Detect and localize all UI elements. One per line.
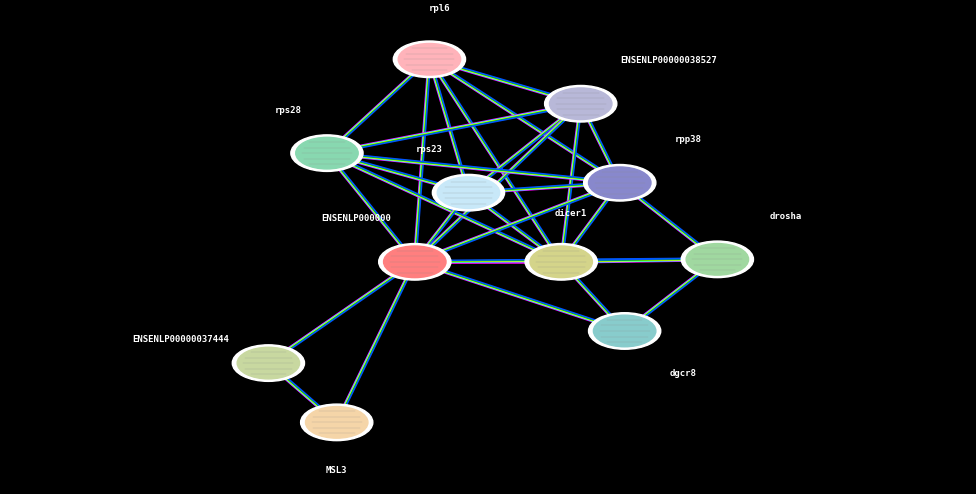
- Circle shape: [379, 244, 451, 280]
- Circle shape: [237, 347, 300, 379]
- Circle shape: [398, 43, 461, 75]
- Circle shape: [393, 41, 466, 78]
- Circle shape: [301, 404, 373, 441]
- Circle shape: [432, 174, 505, 211]
- Text: rpp38: rpp38: [674, 135, 702, 144]
- Circle shape: [589, 313, 661, 349]
- Text: MSL3: MSL3: [326, 466, 347, 475]
- Circle shape: [686, 244, 749, 275]
- Circle shape: [305, 407, 368, 438]
- Text: ENSENLP000000: ENSENLP000000: [321, 214, 391, 223]
- Text: dicer1: dicer1: [554, 209, 588, 218]
- Text: drosha: drosha: [769, 212, 802, 221]
- Text: dgcr8: dgcr8: [670, 370, 697, 378]
- Circle shape: [296, 137, 358, 169]
- Circle shape: [291, 135, 363, 171]
- Circle shape: [545, 85, 617, 122]
- Circle shape: [584, 165, 656, 201]
- Text: rps23: rps23: [416, 145, 443, 154]
- Text: rps28: rps28: [274, 106, 302, 115]
- Circle shape: [549, 88, 612, 120]
- Circle shape: [589, 167, 651, 199]
- Circle shape: [525, 244, 597, 280]
- Circle shape: [593, 315, 656, 347]
- Circle shape: [530, 246, 592, 278]
- Text: ENSENLP00000037444: ENSENLP00000037444: [132, 335, 229, 344]
- Text: ENSENLP00000038527: ENSENLP00000038527: [620, 56, 717, 65]
- Circle shape: [437, 177, 500, 208]
- Circle shape: [681, 241, 753, 278]
- Circle shape: [384, 246, 446, 278]
- Text: rpl6: rpl6: [428, 4, 450, 13]
- Circle shape: [232, 345, 305, 381]
